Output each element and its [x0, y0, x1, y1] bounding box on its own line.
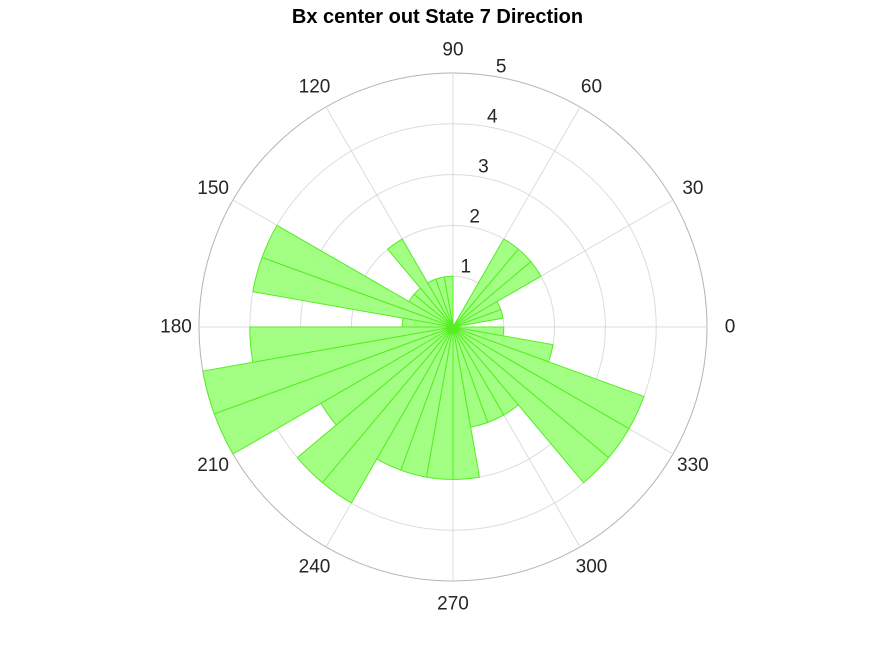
theta-tick-240: 240 — [299, 556, 331, 577]
bar-125 — [386, 238, 454, 328]
histogram-bars — [202, 224, 645, 504]
r-tick-4: 4 — [487, 106, 498, 127]
bar-345 — [452, 326, 554, 363]
theta-tick-180: 180 — [160, 317, 192, 338]
bar-55 — [452, 238, 520, 328]
bar-235 — [321, 326, 454, 504]
center-dot — [449, 323, 457, 331]
theta-tick-330: 330 — [677, 455, 709, 476]
bar-335 — [452, 326, 645, 430]
theta-tick-300: 300 — [576, 556, 608, 577]
theta-tick-150: 150 — [197, 178, 229, 199]
theta-tick-30: 30 — [682, 178, 703, 199]
bar-355 — [452, 326, 505, 337]
theta-tick-210: 210 — [197, 455, 229, 476]
tick-labels: 0 30 60 90 120 150 180 210 240 270 300 330 1 2 3 4 5 — [160, 40, 735, 615]
r-tick-2: 2 — [469, 206, 480, 227]
chart-title: Bx center out State 7 Direction — [291, 6, 584, 28]
r-tick-3: 3 — [478, 156, 489, 177]
theta-tick-120: 120 — [299, 77, 331, 98]
theta-tick-0: 0 — [725, 317, 736, 338]
theta-tick-270: 270 — [437, 594, 469, 615]
r-tick-1: 1 — [461, 256, 472, 277]
theta-tick-90: 90 — [442, 40, 463, 61]
bar-165 — [252, 256, 454, 328]
r-tick-5: 5 — [496, 56, 507, 77]
bar-205 — [213, 326, 454, 455]
theta-tick-60: 60 — [581, 77, 602, 98]
